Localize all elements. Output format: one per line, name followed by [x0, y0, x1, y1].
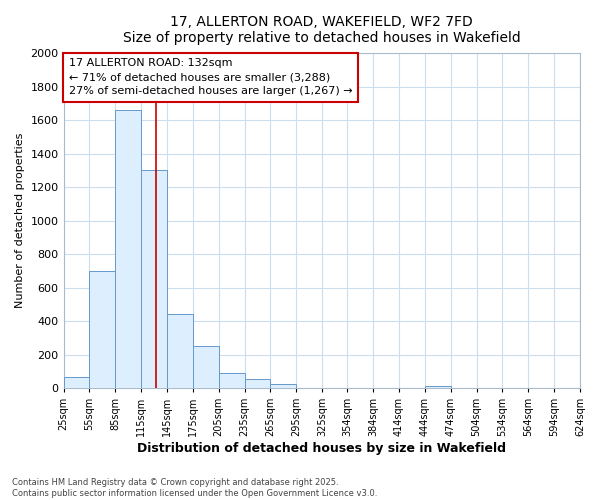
- Bar: [271, 384, 296, 388]
- Y-axis label: Number of detached properties: Number of detached properties: [15, 133, 25, 308]
- Bar: [89, 271, 115, 388]
- Bar: [245, 379, 271, 388]
- Bar: [193, 346, 219, 388]
- Bar: [167, 314, 193, 388]
- Text: Contains HM Land Registry data © Crown copyright and database right 2025.
Contai: Contains HM Land Registry data © Crown c…: [12, 478, 377, 498]
- X-axis label: Distribution of detached houses by size in Wakefield: Distribution of detached houses by size …: [137, 442, 506, 455]
- Bar: [141, 170, 167, 388]
- Text: 17 ALLERTON ROAD: 132sqm
← 71% of detached houses are smaller (3,288)
27% of sem: 17 ALLERTON ROAD: 132sqm ← 71% of detach…: [69, 58, 352, 96]
- Bar: [425, 386, 451, 388]
- Bar: [219, 373, 245, 388]
- Bar: [64, 377, 89, 388]
- Bar: [115, 110, 141, 388]
- Title: 17, ALLERTON ROAD, WAKEFIELD, WF2 7FD
Size of property relative to detached hous: 17, ALLERTON ROAD, WAKEFIELD, WF2 7FD Si…: [123, 15, 521, 45]
